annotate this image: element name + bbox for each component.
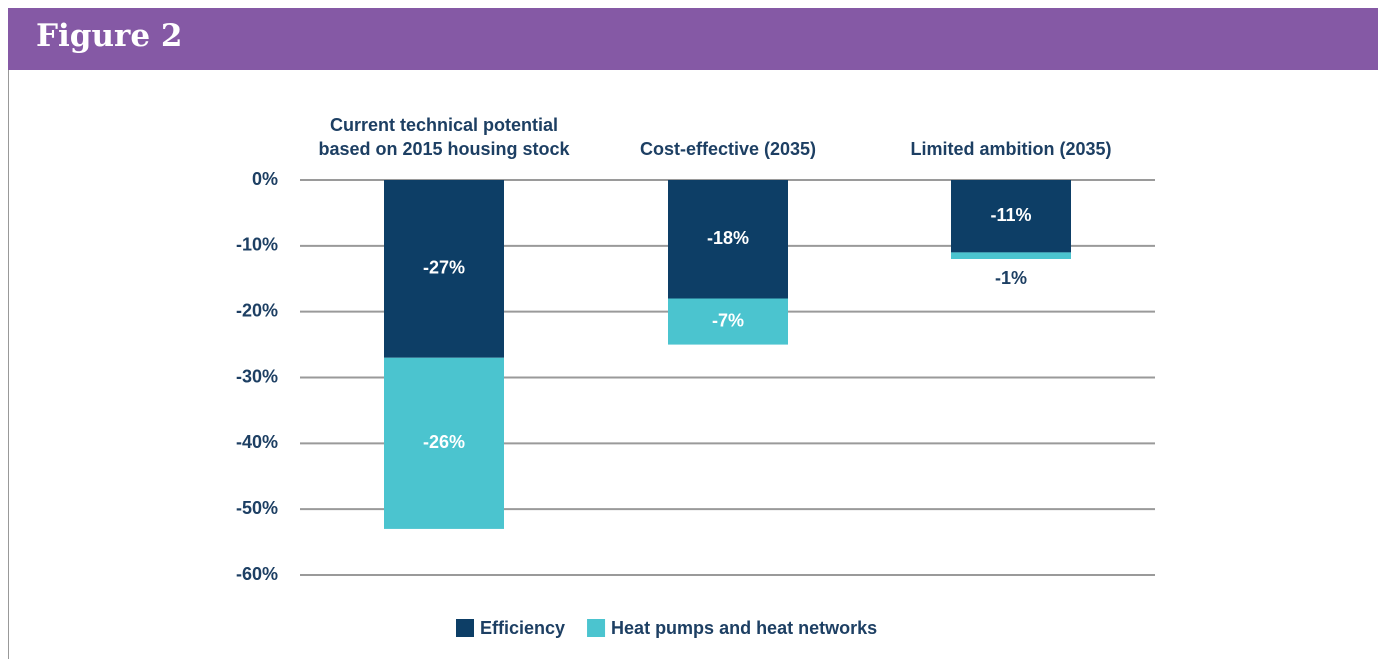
legend-label: Heat pumps and heat networks	[611, 618, 877, 638]
legend-swatch	[456, 619, 474, 637]
y-tick-label: -40%	[236, 432, 278, 452]
data-label: -1%	[995, 268, 1027, 288]
y-tick-label: -20%	[236, 300, 278, 320]
frame-line	[8, 70, 9, 659]
y-tick-label: -60%	[236, 564, 278, 584]
y-tick-label: 0%	[252, 169, 278, 189]
y-tick-label: -30%	[236, 366, 278, 386]
header: Figure 2	[8, 8, 1378, 70]
data-label: -27%	[423, 258, 465, 278]
data-label: -18%	[707, 228, 749, 248]
y-tick-label: -50%	[236, 498, 278, 518]
data-label: -26%	[423, 432, 465, 452]
legend-label: Efficiency	[480, 618, 565, 638]
legend-swatch	[587, 619, 606, 637]
bar-segment	[668, 180, 788, 299]
bar-segment	[384, 180, 504, 358]
bar-segment	[384, 357, 504, 529]
category-label: Current technical potential	[330, 115, 558, 135]
bar-segment	[951, 180, 1071, 253]
bar-segment	[951, 252, 1071, 259]
category-label: based on 2015 housing stock	[318, 139, 570, 159]
data-label: -7%	[712, 310, 744, 330]
bar-segment	[668, 298, 788, 345]
figure-title: Figure 2	[36, 18, 183, 54]
data-label: -11%	[990, 205, 1031, 225]
category-label: Cost-effective (2035)	[640, 139, 816, 159]
y-tick-label: -10%	[236, 235, 278, 255]
category-label: Limited ambition (2035)	[910, 139, 1111, 159]
